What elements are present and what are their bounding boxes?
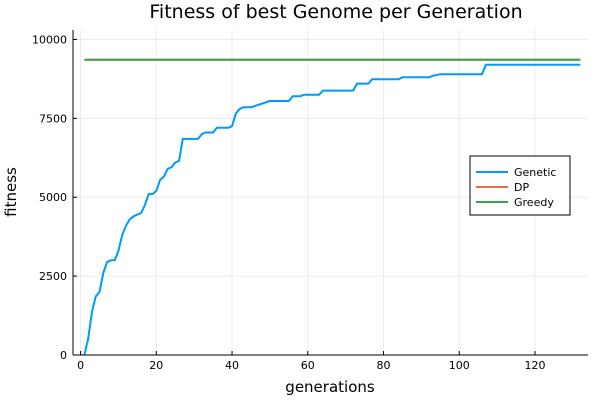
series-line-genetic [83,63,581,356]
axes [72,30,588,356]
legend-label-greedy: Greedy [514,196,554,209]
y-tick-label: 7500 [39,112,67,125]
legend: Genetic DP Greedy [469,155,571,216]
x-tick-label: 120 [524,359,545,372]
y-tick-label: 0 [60,349,67,362]
legend-label-genetic: Genetic [514,166,556,179]
x-tick-label: 40 [225,359,239,372]
x-tick-label: 0 [77,359,84,372]
series-layer [83,58,581,356]
y-tick-labels: 0 2500 5000 7500 10000 [32,33,67,362]
legend-label-dp: DP [514,181,529,194]
x-axis-label: generations [285,378,375,396]
y-tick-label: 2500 [39,270,67,283]
y-tick-label: 10000 [32,33,67,46]
y-axis-label: fitness [2,167,20,217]
y-tick-label: 5000 [39,191,67,204]
x-tick-labels: 0 20 40 60 80 100 120 [77,359,545,372]
legend-box [469,155,571,216]
x-tick-label: 80 [377,359,391,372]
x-tick-label: 100 [449,359,470,372]
x-tick-label: 20 [149,359,163,372]
chart-title: Fitness of best Genome per Generation [149,1,522,23]
x-tick-label: 60 [301,359,315,372]
